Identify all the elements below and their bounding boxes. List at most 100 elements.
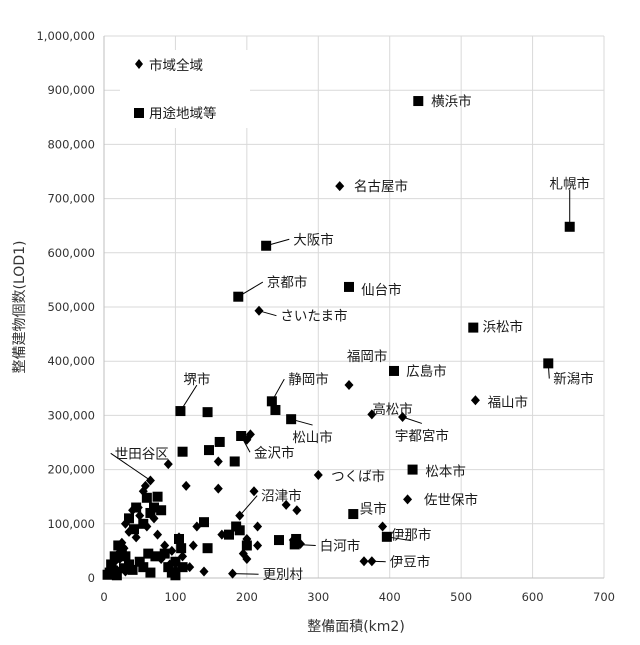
annotation-label: 札幌市 (549, 175, 590, 192)
data-point-diamond (292, 505, 302, 516)
data-point-square (344, 281, 354, 292)
data-point-square (389, 365, 399, 376)
data-point-diamond (253, 540, 263, 551)
data-point-diamond (163, 459, 173, 470)
data-point-square (113, 540, 124, 551)
data-point-square (224, 529, 234, 540)
annotation-label: 仙台市 (361, 282, 402, 299)
annotation-label: つくば市 (331, 468, 385, 485)
x-tick-label: 100 (164, 590, 186, 604)
annotation-leader-line (240, 435, 251, 453)
y-tick-labels: 0 100,000 200,000 300,000 400,000 500,000 600,… (36, 29, 95, 585)
data-point-diamond (470, 395, 480, 406)
y-tick-label: 800,000 (47, 137, 95, 151)
data-point-square (270, 404, 281, 415)
data-point-diamond (403, 494, 413, 505)
data-point-square (274, 535, 284, 546)
annotation-label: 高松市 (372, 401, 413, 418)
data-point-square (214, 436, 225, 447)
annotation-label: 伊豆市 (390, 554, 431, 571)
annotation-label: 福岡市 (347, 348, 388, 365)
x-tick-label: 200 (236, 590, 258, 604)
annotation-label: 広島市 (406, 363, 447, 380)
annotation-leader-line (371, 560, 386, 563)
legend-label-series-2: 用途地域等 (149, 105, 217, 122)
data-point-square (134, 556, 145, 567)
annotation-label: 堺市 (183, 371, 210, 388)
data-point-diamond (242, 554, 252, 565)
annotation-label: 呉市 (360, 501, 387, 518)
annotation-leader-line (232, 573, 259, 575)
annotation-leader-line (386, 536, 412, 542)
data-point-diamond (281, 499, 291, 510)
data-point-diamond (335, 181, 345, 192)
annotation-leader-line (271, 378, 285, 402)
y-tick-label: 900,000 (47, 83, 95, 97)
data-point-square (145, 567, 156, 578)
annotation-label: 宇都宮市 (395, 427, 449, 444)
legend-square-marker (134, 108, 144, 118)
annotation-label: 沼津市 (261, 488, 302, 505)
annotation-label: 大阪市 (293, 231, 334, 248)
data-point-diamond (213, 456, 223, 467)
annotation-leader-line (239, 495, 258, 516)
annotation-label: さいたま市 (280, 308, 347, 325)
annotation-leader-line (266, 238, 290, 247)
legend: 市域全域 用途地域等 (120, 50, 250, 128)
data-point-square (124, 513, 134, 524)
data-point-square (143, 548, 154, 559)
annotation-leader-line (110, 452, 151, 481)
data-point-square (229, 456, 240, 467)
data-point-diamond (249, 486, 259, 497)
annotation-label: 京都市 (267, 274, 308, 291)
x-axis-title: 整備面積(km2) (307, 619, 405, 635)
data-point-diamond (181, 480, 191, 491)
y-tick-label: 100,000 (47, 517, 95, 531)
data-point-square (241, 540, 252, 551)
annotation-label: 静岡市 (288, 371, 329, 388)
data-point-diamond (160, 540, 170, 551)
data-point-square (127, 564, 138, 575)
data-point-square (202, 543, 213, 554)
data-point-square (131, 502, 142, 513)
x-tick-labels: 0 100 200 300 400 500 600 700 (100, 590, 615, 604)
data-point-square (177, 446, 188, 457)
annotation-label: 伊那市 (391, 527, 432, 544)
annotation-label: 松本市 (425, 463, 466, 480)
data-point-diamond (359, 556, 369, 567)
legend-diamond-marker (135, 59, 143, 69)
y-tick-label: 400,000 (47, 354, 95, 368)
y-tick-label: 600,000 (47, 246, 95, 260)
annotation-leader-line (294, 543, 316, 546)
data-point-square (156, 505, 167, 516)
y-tick-label: 200,000 (47, 463, 95, 477)
data-point-square (145, 507, 156, 518)
data-point-square (413, 96, 424, 107)
data-point-diamond (188, 540, 198, 551)
data-point-square (149, 502, 159, 513)
data-point-diamond (378, 521, 388, 532)
y-tick-label: 0 (88, 571, 95, 585)
data-point-diamond (135, 510, 145, 521)
x-tick-label: 300 (307, 590, 329, 604)
data-point-square (177, 562, 188, 573)
data-point-square (163, 562, 174, 573)
data-point-diamond (313, 470, 323, 481)
annotation-label: 新潟市 (553, 371, 594, 388)
annotation-label: 松山市 (292, 429, 333, 446)
data-point-square (291, 533, 302, 544)
data-point-square (116, 545, 127, 556)
annotation-label: 白河市 (320, 537, 361, 554)
y-axis-title: 整備建物個数(LOD1) (12, 241, 28, 374)
x-tick-label: 0 (100, 590, 107, 604)
data-point-square (104, 567, 115, 578)
data-point-square (109, 551, 120, 562)
data-point-diamond (199, 566, 209, 577)
annotation-label: 金沢市 (254, 444, 295, 461)
data-point-square (468, 322, 479, 333)
annotation-leader-line (402, 416, 423, 424)
axes (103, 36, 604, 579)
data-point-square (159, 548, 170, 559)
